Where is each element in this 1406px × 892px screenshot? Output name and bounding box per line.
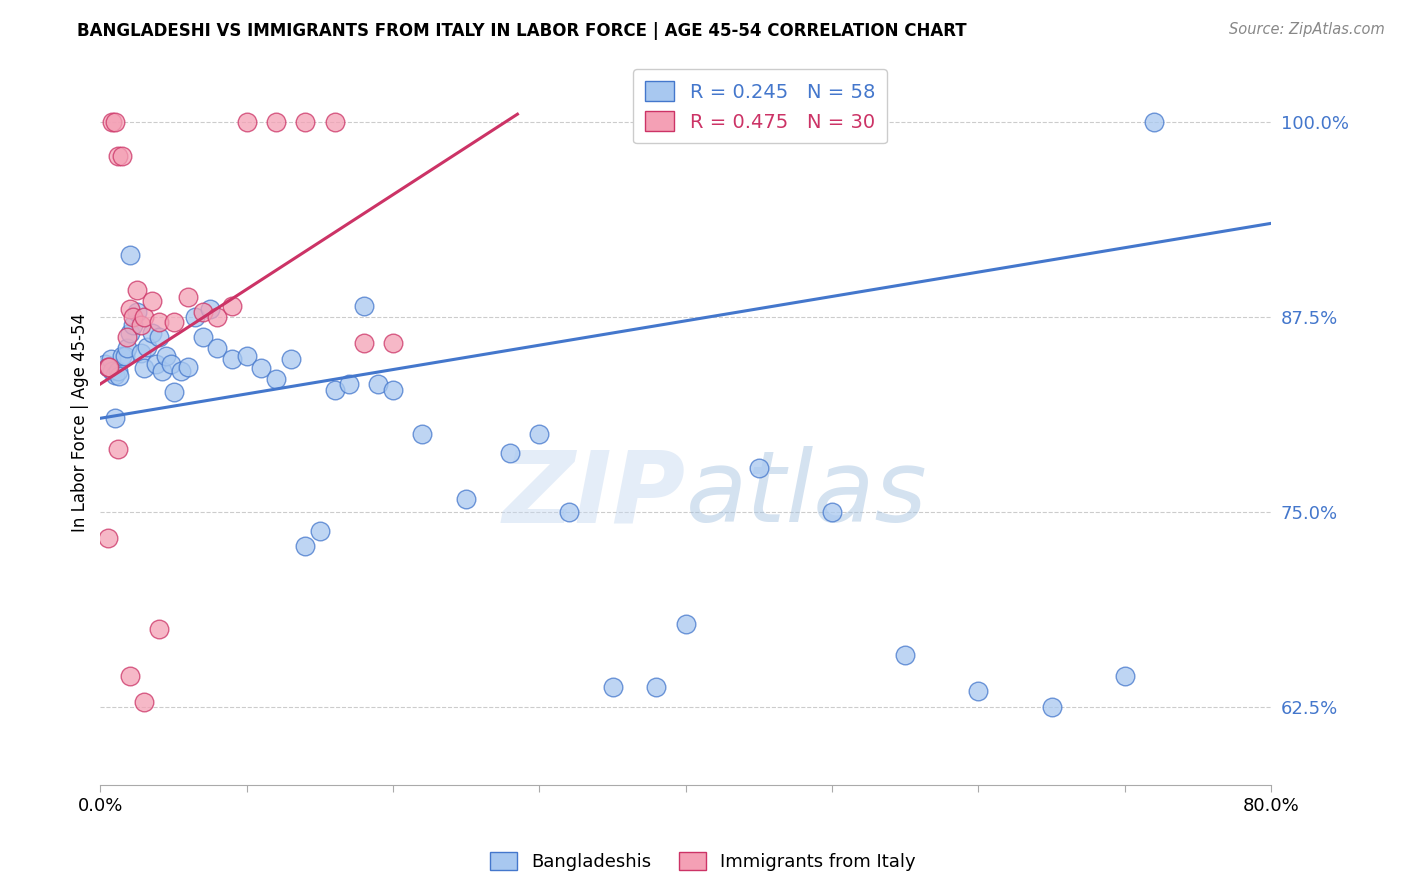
Point <box>97 532 120 546</box>
Point <box>104 411 127 425</box>
Point <box>162 315 184 329</box>
Point <box>353 336 375 351</box>
Point <box>134 361 156 376</box>
Point <box>148 315 170 329</box>
Point <box>207 310 229 324</box>
Point <box>98 359 121 374</box>
Point <box>104 115 127 129</box>
Point <box>264 372 287 386</box>
Point <box>323 383 346 397</box>
Point <box>411 426 433 441</box>
Point <box>107 364 129 378</box>
Point <box>337 376 360 391</box>
Text: BANGLADESHI VS IMMIGRANTS FROM ITALY IN LABOR FORCE | AGE 45-54 CORRELATION CHAR: BANGLADESHI VS IMMIGRANTS FROM ITALY IN … <box>77 22 967 40</box>
Point <box>323 115 346 129</box>
Point <box>264 115 287 129</box>
Point <box>101 115 124 129</box>
Point <box>115 330 138 344</box>
Point <box>221 351 243 366</box>
Point <box>456 492 478 507</box>
Point <box>114 349 136 363</box>
Point <box>967 684 990 698</box>
Point <box>191 330 214 344</box>
Point <box>170 364 193 378</box>
Point <box>1114 668 1136 682</box>
Point <box>382 383 405 397</box>
Point <box>353 299 375 313</box>
Point <box>1143 115 1166 129</box>
Point <box>121 310 143 324</box>
Point <box>150 364 173 378</box>
Point <box>294 539 316 553</box>
Point <box>529 426 551 441</box>
Point <box>97 359 120 374</box>
Point <box>131 318 153 332</box>
Point <box>134 310 156 324</box>
Point <box>104 368 127 382</box>
Point <box>602 680 624 694</box>
Text: atlas: atlas <box>686 446 928 543</box>
Point <box>207 341 229 355</box>
Text: Source: ZipAtlas.com: Source: ZipAtlas.com <box>1229 22 1385 37</box>
Point <box>115 341 138 355</box>
Point <box>97 359 120 374</box>
Point <box>155 349 177 363</box>
Text: ZIP: ZIP <box>503 446 686 543</box>
Point <box>148 330 170 344</box>
Point <box>159 357 181 371</box>
Point <box>121 318 143 332</box>
Point <box>748 461 770 475</box>
Point <box>107 149 129 163</box>
Point <box>118 326 141 340</box>
Point <box>93 357 115 371</box>
Point <box>1040 699 1063 714</box>
Y-axis label: In Labor Force | Age 45-54: In Labor Force | Age 45-54 <box>72 313 89 532</box>
Point <box>294 115 316 129</box>
Point <box>367 376 389 391</box>
Point <box>309 524 332 538</box>
Point <box>499 445 522 459</box>
Point <box>118 302 141 317</box>
Point <box>125 284 148 298</box>
Point <box>134 695 156 709</box>
Point <box>821 505 844 519</box>
Point <box>177 290 200 304</box>
Point <box>111 149 134 163</box>
Point <box>108 369 131 384</box>
Point <box>250 361 273 376</box>
Point <box>145 357 167 371</box>
Point <box>118 247 141 261</box>
Point <box>141 294 163 309</box>
Legend: Bangladeshis, Immigrants from Italy: Bangladeshis, Immigrants from Italy <box>482 845 924 879</box>
Point <box>557 505 579 519</box>
Point <box>162 384 184 399</box>
Point <box>675 617 697 632</box>
Point <box>111 349 134 363</box>
Point <box>101 364 124 378</box>
Point <box>107 442 129 457</box>
Point <box>125 305 148 319</box>
Point <box>645 680 668 694</box>
Point <box>382 336 405 351</box>
Point <box>280 351 302 366</box>
Point <box>221 299 243 313</box>
Point <box>191 305 214 319</box>
Legend: R = 0.245   N = 58, R = 0.475   N = 30: R = 0.245 N = 58, R = 0.475 N = 30 <box>633 70 887 144</box>
Point <box>894 648 917 663</box>
Point <box>148 622 170 636</box>
Point <box>118 668 141 682</box>
Point <box>141 326 163 340</box>
Point <box>177 359 200 374</box>
Point <box>100 351 122 366</box>
Point <box>235 115 257 129</box>
Point <box>198 302 221 317</box>
Point <box>136 340 159 354</box>
Point <box>184 310 207 324</box>
Point <box>131 345 153 359</box>
Point <box>235 349 257 363</box>
